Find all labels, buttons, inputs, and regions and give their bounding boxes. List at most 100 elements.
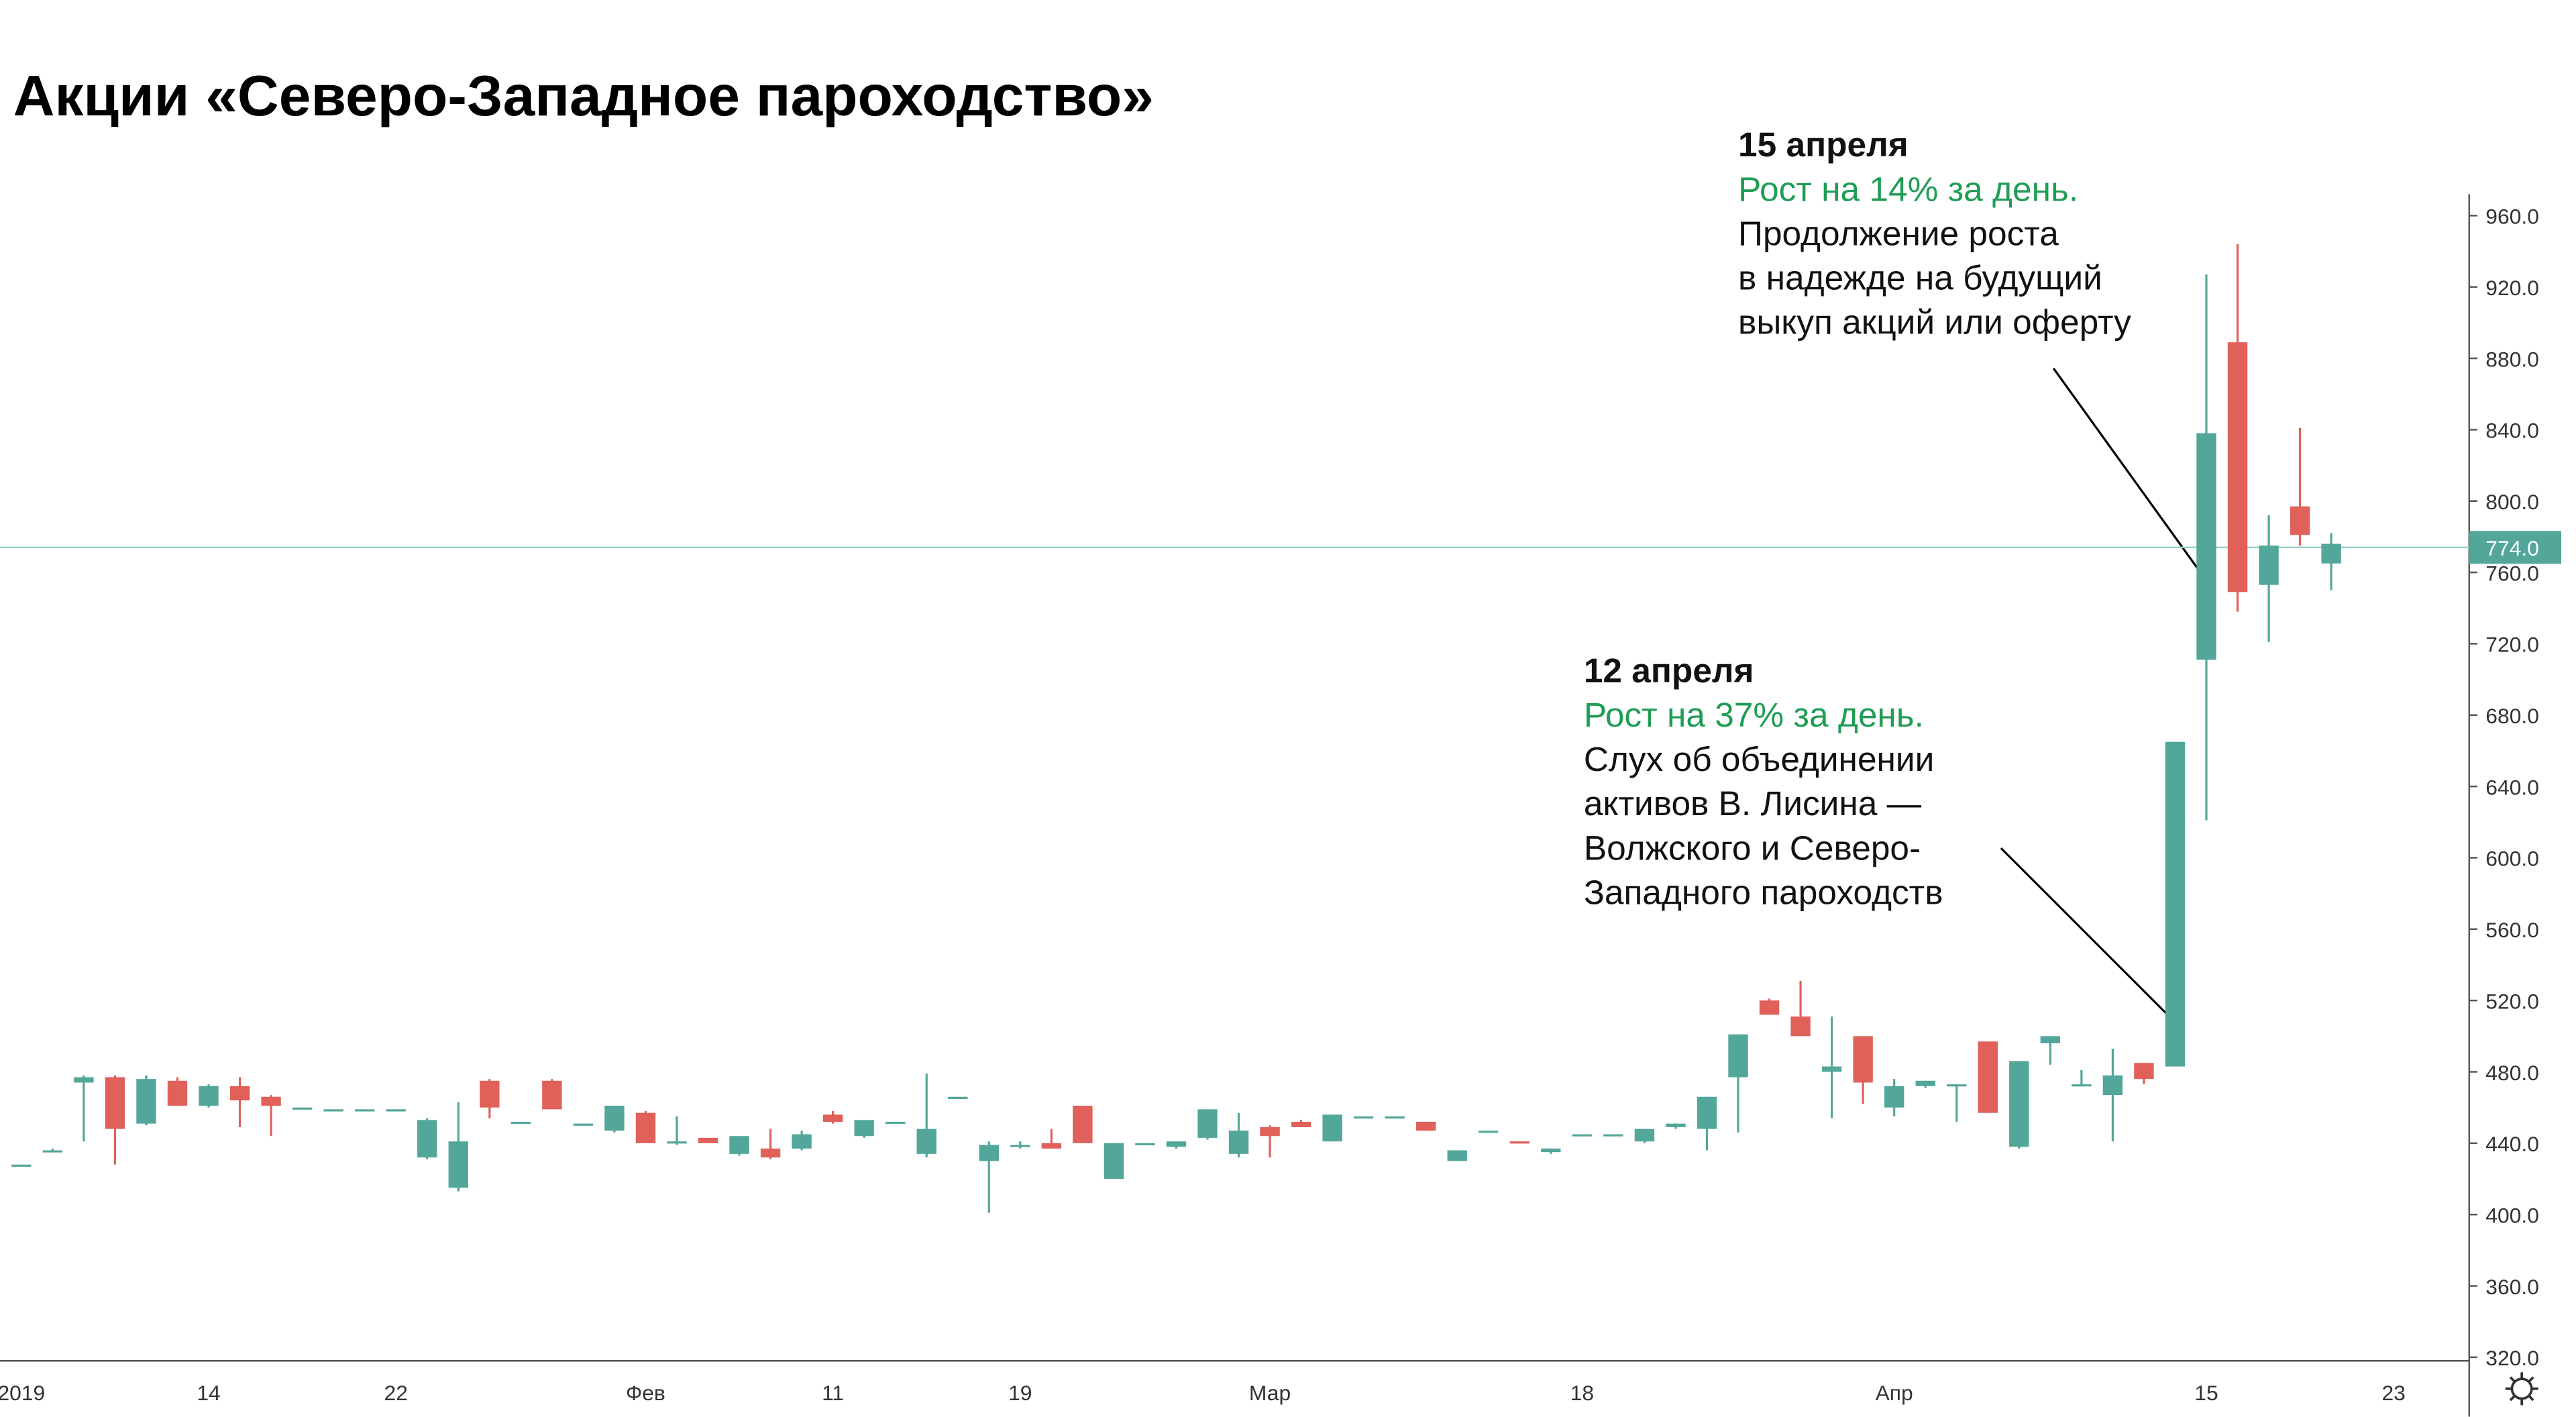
x-tick-label: Апр <box>1876 1381 1913 1405</box>
annotation-change: Рост на 37% за день. <box>1584 695 1924 734</box>
y-tick-label: 440.0 <box>2485 1132 2539 1156</box>
candle-body <box>792 1134 812 1149</box>
annotation-pointer <box>2052 368 2202 575</box>
candle-body <box>1915 1080 1935 1086</box>
candle-body <box>822 1114 843 1122</box>
y-tick-label: 520.0 <box>2485 989 2539 1013</box>
x-tick-label: 22 <box>384 1381 408 1405</box>
candle-body <box>1104 1143 1124 1179</box>
candle-body <box>42 1150 63 1153</box>
x-tick-label: Фев <box>626 1381 665 1405</box>
candle-body <box>136 1079 156 1124</box>
y-tick-label: 560.0 <box>2485 918 2539 942</box>
candle-body <box>105 1077 125 1129</box>
y-tick-label: 400.0 <box>2485 1203 2539 1227</box>
annotation-text: выкуп акций или оферту <box>1738 303 2131 342</box>
candle-body <box>1041 1143 1062 1149</box>
candle-body <box>323 1109 343 1112</box>
price-badge <box>2469 531 2561 564</box>
candle-body <box>1603 1134 1623 1137</box>
candle-body <box>2227 342 2248 592</box>
y-tick-label: 720.0 <box>2485 633 2539 657</box>
candle-body <box>2134 1063 2154 1080</box>
annotation-text: активов В. Лисина — <box>1584 784 1922 823</box>
candle-body <box>261 1096 281 1106</box>
candle-body <box>1697 1096 1717 1129</box>
y-tick-label: 880.0 <box>2485 347 2539 371</box>
candle-body <box>573 1123 594 1126</box>
candle-body <box>448 1141 468 1188</box>
candle-body <box>1572 1134 1593 1137</box>
annotation-text: в надежде на будущий <box>1738 258 2102 297</box>
candle-body <box>916 1129 936 1154</box>
candle-body <box>1385 1116 1405 1119</box>
y-tick-label: 320.0 <box>2485 1346 2539 1370</box>
candle-body <box>2102 1075 2123 1096</box>
candle-body <box>885 1121 906 1124</box>
x-tick-label: 19 <box>1008 1381 1032 1405</box>
annotation-text: Слух об объединении <box>1584 739 1935 778</box>
candle-body <box>2290 506 2310 535</box>
candle-body <box>1228 1131 1249 1154</box>
y-tick-label: 960.0 <box>2485 205 2539 229</box>
candle-body <box>1135 1143 1155 1146</box>
annotation-text: Западного пароходств <box>1584 872 1943 911</box>
x-tick-label: 11 <box>822 1381 844 1405</box>
x-tick-label: 2019 <box>0 1381 45 1405</box>
candle-body <box>1322 1114 1342 1142</box>
candle-body <box>417 1120 437 1158</box>
candle-body <box>1509 1141 1529 1144</box>
candle-body <box>635 1112 656 1143</box>
candle-body <box>2072 1084 2092 1087</box>
y-tick-label: 920.0 <box>2485 276 2539 300</box>
annotation-change: Рост на 14% за день. <box>1738 169 2078 208</box>
candle-body <box>760 1148 781 1158</box>
x-tick-label: 14 <box>197 1381 220 1405</box>
candle-body <box>1884 1086 1904 1108</box>
candle-body <box>74 1077 94 1083</box>
candle-body <box>1790 1016 1811 1037</box>
candle-body <box>2165 741 2186 1067</box>
candle-body <box>2321 543 2341 564</box>
x-tick-label: 15 <box>2194 1381 2218 1405</box>
candle-body <box>1479 1131 1499 1133</box>
annotation-pointer <box>2000 847 2181 1029</box>
y-tick-label: 480.0 <box>2485 1061 2539 1085</box>
annotation-text: Волжского и Северо- <box>1584 828 1921 867</box>
candle-body <box>948 1096 968 1099</box>
candle-body <box>979 1145 999 1161</box>
y-tick-label: 640.0 <box>2485 775 2539 799</box>
chart-title: Акции «Северо-Западное пароходство» <box>13 64 1154 128</box>
candle-body <box>1978 1041 1998 1113</box>
candle-body <box>1666 1123 1686 1127</box>
candle-body <box>667 1141 687 1144</box>
candle-body <box>604 1106 625 1131</box>
candle-body <box>480 1080 500 1108</box>
candle-body <box>2196 433 2216 660</box>
candle-body <box>1166 1141 1187 1147</box>
x-tick-label: Мар <box>1249 1381 1291 1405</box>
candle-body <box>199 1086 219 1106</box>
candle-body <box>1073 1106 1093 1143</box>
candle-body <box>1728 1034 1748 1078</box>
candle-body <box>167 1080 188 1106</box>
candle-body <box>386 1109 406 1112</box>
candle-body <box>729 1136 749 1154</box>
y-tick-label: 680.0 <box>2485 704 2539 728</box>
gear-teeth[interactable] <box>2505 1372 2538 1406</box>
candle-body <box>1010 1145 1030 1147</box>
candle-body <box>1853 1036 1873 1083</box>
candle-body <box>11 1164 32 1167</box>
settings-icon[interactable] <box>2505 1372 2538 1406</box>
candle-body <box>2040 1036 2061 1044</box>
candle-body <box>2259 545 2279 585</box>
y-tick-label: 760.0 <box>2485 561 2539 585</box>
candle-body <box>1291 1121 1311 1127</box>
candle-body <box>1821 1066 1842 1072</box>
candle-body <box>292 1107 313 1110</box>
x-tick-label: 18 <box>1570 1381 1594 1405</box>
candle-body <box>1353 1116 1374 1119</box>
candle-body <box>1260 1126 1280 1137</box>
candle-body <box>1447 1150 1467 1161</box>
